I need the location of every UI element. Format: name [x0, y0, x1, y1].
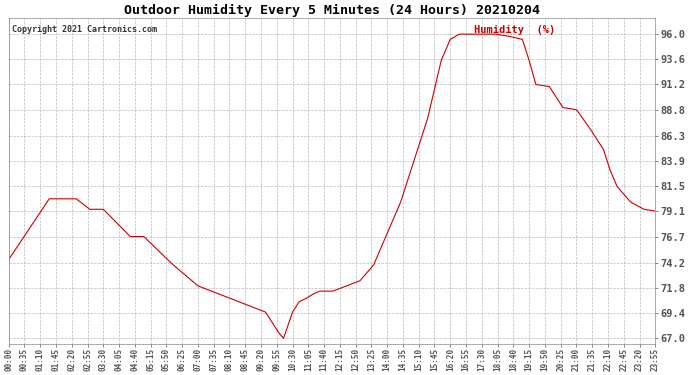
Text: Humidity  (%): Humidity (%) — [474, 25, 555, 35]
Text: Copyright 2021 Cartronics.com: Copyright 2021 Cartronics.com — [12, 25, 157, 34]
Title: Outdoor Humidity Every 5 Minutes (24 Hours) 20210204: Outdoor Humidity Every 5 Minutes (24 Hou… — [124, 4, 540, 17]
